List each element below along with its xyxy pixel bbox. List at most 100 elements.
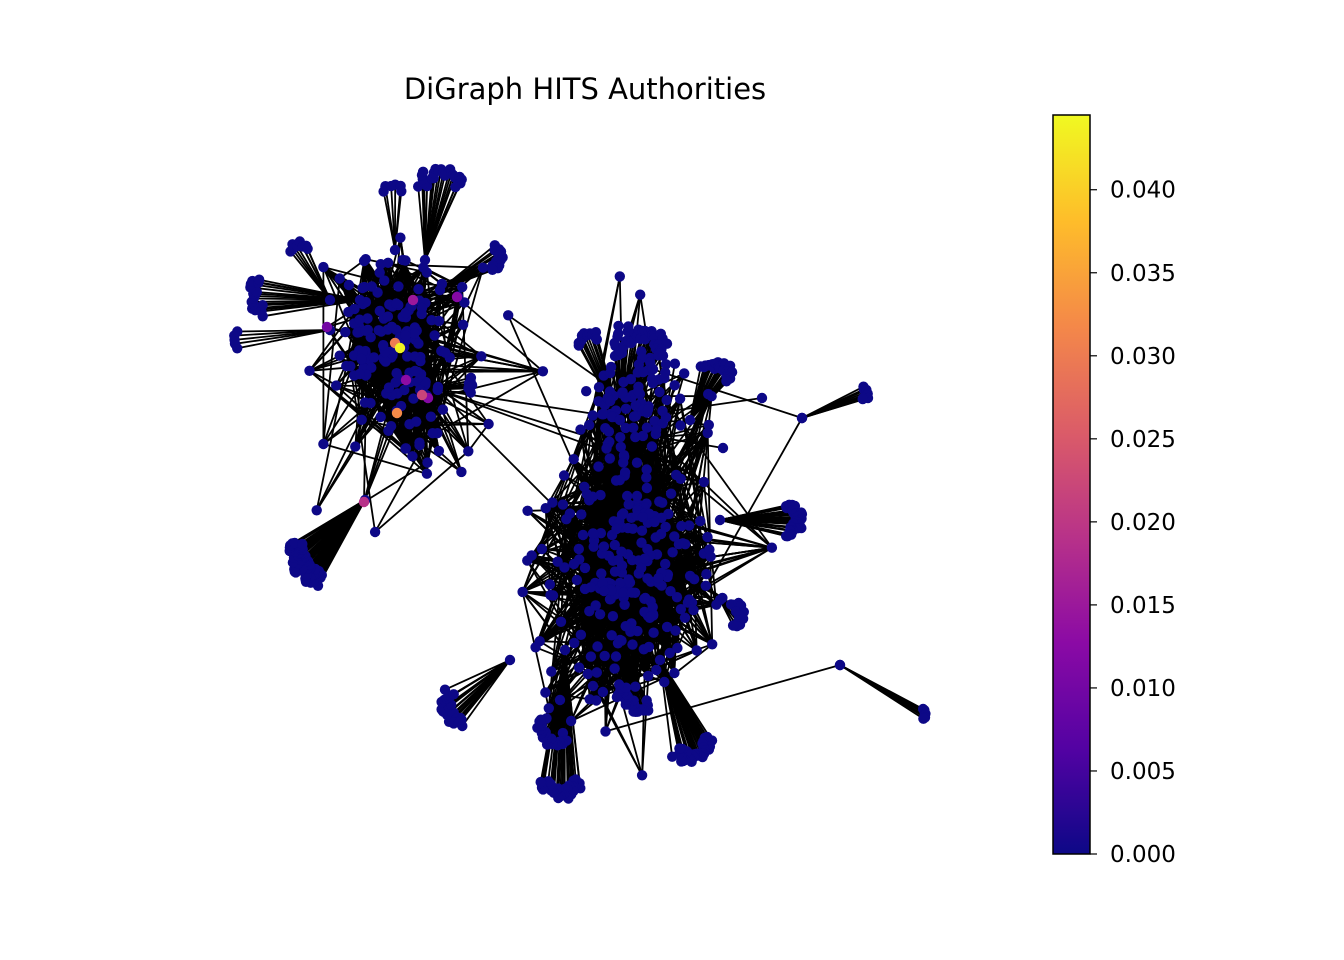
graph-node xyxy=(918,713,929,724)
graph-node xyxy=(679,368,690,379)
graph-node xyxy=(359,397,371,408)
graph-edge xyxy=(573,642,643,776)
graph-edge xyxy=(363,339,408,503)
graph-edge xyxy=(688,524,773,549)
graph-node xyxy=(304,365,315,376)
graph-node xyxy=(558,470,570,481)
graph-node xyxy=(598,585,610,597)
graph-node xyxy=(318,438,329,450)
graph-node xyxy=(477,262,489,273)
graph-node xyxy=(555,616,567,627)
graph-node xyxy=(400,307,411,319)
graph-node xyxy=(465,387,476,398)
graph-node xyxy=(675,420,686,431)
graph-edge xyxy=(598,276,621,388)
graph-node xyxy=(647,601,658,613)
graph-edge xyxy=(450,659,511,706)
graph-node xyxy=(689,574,700,585)
graph-edge xyxy=(839,664,924,720)
colorbar: 0.000 0.005 0.010 0.015 0.020 0.025 0.030 0.035… xyxy=(1052,114,1176,868)
graph-node xyxy=(675,604,687,615)
graph-node xyxy=(684,520,695,531)
graph-node xyxy=(614,475,625,486)
graph-node xyxy=(382,257,394,268)
graph-edge xyxy=(467,423,490,452)
graph-node xyxy=(407,451,418,462)
graph-node xyxy=(568,558,580,570)
graph-node xyxy=(341,360,352,372)
edge-layer xyxy=(234,168,926,799)
graph-edge xyxy=(649,546,773,619)
graph-node xyxy=(476,351,487,362)
graph-node xyxy=(640,592,651,604)
graph-node xyxy=(383,382,395,393)
graph-edge xyxy=(363,371,419,503)
graph-node xyxy=(695,515,706,527)
graph-node xyxy=(660,359,672,370)
graph-node xyxy=(391,407,403,419)
graph-node xyxy=(543,703,554,714)
graph-node xyxy=(254,274,265,285)
graph-edge xyxy=(427,352,447,399)
graph-node xyxy=(369,526,381,538)
graph-node xyxy=(391,298,402,309)
graph-node xyxy=(604,453,615,464)
graph-node xyxy=(591,695,602,706)
graph-node xyxy=(352,327,363,338)
graph-edge xyxy=(380,263,484,269)
colorbar-gradient xyxy=(1052,114,1091,855)
colorbar-tick-label: 0.030 xyxy=(1110,344,1176,370)
graph-node xyxy=(616,546,627,557)
graph-node xyxy=(633,359,644,370)
graph-node xyxy=(659,676,670,688)
graph-node xyxy=(409,365,421,377)
graph-node xyxy=(606,630,617,641)
graph-node xyxy=(660,558,671,570)
graph-node xyxy=(535,776,546,788)
graph-node xyxy=(648,627,659,638)
graph-node xyxy=(672,642,683,654)
graph-node xyxy=(354,314,365,325)
graph-node xyxy=(639,553,650,564)
graph-edge xyxy=(322,402,372,445)
graph-node xyxy=(636,770,648,781)
graph-node xyxy=(457,281,468,293)
graph-node xyxy=(522,505,533,516)
graph-node xyxy=(721,376,732,387)
graph-node xyxy=(649,516,660,528)
graph-node xyxy=(651,664,662,676)
graph-node xyxy=(691,645,702,656)
graph-node xyxy=(400,374,412,386)
graph-node xyxy=(609,539,620,551)
graph-node xyxy=(642,573,653,584)
graph-node xyxy=(407,294,419,306)
graph-node xyxy=(645,357,656,368)
graph-node xyxy=(637,512,648,523)
graph-node xyxy=(530,642,541,653)
graph-node xyxy=(636,562,647,574)
graph-node xyxy=(421,468,433,479)
graph-node xyxy=(632,385,644,397)
graph-node xyxy=(374,305,385,317)
graph-node xyxy=(630,400,641,411)
graph-node xyxy=(382,311,394,322)
graph-node xyxy=(354,294,366,306)
graph-node xyxy=(653,572,664,584)
graph-node xyxy=(627,639,638,650)
graph-node xyxy=(607,611,619,622)
graph-node xyxy=(433,315,445,327)
graph-node xyxy=(674,393,686,404)
graph-node xyxy=(354,368,365,380)
graph-node xyxy=(706,391,717,402)
graph-node xyxy=(360,325,371,336)
graph-edge xyxy=(445,351,544,373)
graph-node xyxy=(349,303,360,315)
graph-node xyxy=(613,320,624,332)
graph-node xyxy=(483,418,494,430)
graph-node xyxy=(630,431,641,443)
graph-node xyxy=(646,441,658,452)
graph-node xyxy=(416,302,428,314)
graph-node xyxy=(343,279,355,291)
graph-node xyxy=(674,743,685,754)
graph-node xyxy=(232,326,243,337)
